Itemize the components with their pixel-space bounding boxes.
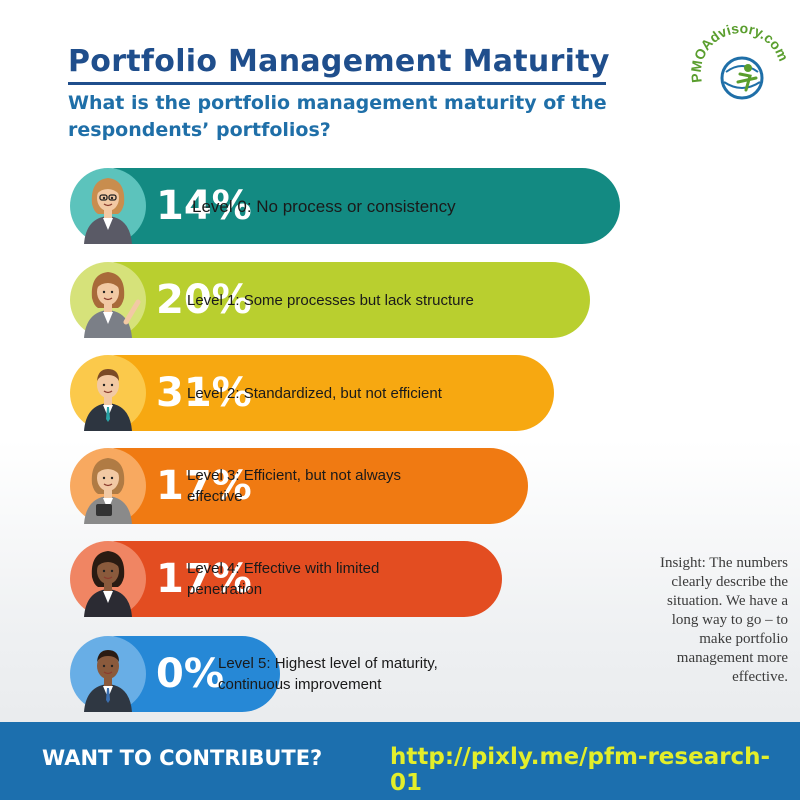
percentage-value: 14% <box>156 183 252 229</box>
maturity-level-row: 14% Level 0: No process or consistency <box>70 168 620 244</box>
percentage-value: 17% <box>156 463 252 509</box>
maturity-bar <box>80 541 502 617</box>
page-title: Portfolio Management Maturity <box>68 44 610 79</box>
title-underline <box>68 82 606 85</box>
woman-with-glasses-avatar <box>84 178 132 244</box>
contribute-heading: WANT TO CONTRIBUTE? <box>42 746 323 770</box>
maturity-level-label: Level 0: No process or consistency <box>192 196 456 216</box>
maturity-level-label: Level 4: Effective with limited penetrat… <box>187 560 380 598</box>
research-link[interactable]: http://pixly.me/pfm-research-01 <box>390 744 771 796</box>
footer-banner: WANT TO CONTRIBUTE? http://pixly.me/pfm-… <box>0 722 800 800</box>
maturity-level-label: Level 3: Efficient, but not always effec… <box>187 467 402 505</box>
maturity-level-row: 0% Level 5: Highest level of maturity, co… <box>70 636 438 712</box>
insight-text: Insight: The numbers clearly describe th… <box>659 555 788 685</box>
maturity-bar <box>80 355 554 431</box>
maturity-level-row: 20% Level 1: Some processes but lack stru… <box>70 262 590 338</box>
percentage-value: 20% <box>156 277 252 323</box>
page-subtitle: What is the portfolio management maturit… <box>68 92 607 141</box>
man-in-suit-avatar <box>84 369 132 431</box>
man-in-dark-suit-avatar <box>84 650 132 712</box>
maturity-bar <box>80 168 620 244</box>
maturity-level-label: Level 5: Highest level of maturity, cont… <box>218 655 438 693</box>
maturity-level-row: 17% Level 4: Effective with limited penet… <box>70 541 502 617</box>
maturity-level-label: Level 1: Some processes but lack structu… <box>187 291 474 309</box>
percentage-value: 0% <box>156 651 224 697</box>
maturity-level-row: 17% Level 3: Efficient, but not always ef… <box>70 448 528 524</box>
pmoadvisory-logo[interactable]: PMOAdvisory.com <box>690 20 790 120</box>
percentage-value: 31% <box>156 370 252 416</box>
maturity-bar <box>80 448 528 524</box>
maturity-level-label: Level 2: Standardized, but not efficient <box>187 384 442 402</box>
woman-pointing-avatar <box>84 272 141 338</box>
percentage-value: 17% <box>156 556 252 602</box>
maturity-bar <box>80 262 590 338</box>
businesswoman-arms-crossed-avatar <box>84 551 132 617</box>
maturity-level-row: 31% Level 2: Standardized, but not effici… <box>70 355 554 431</box>
woman-with-tablet-avatar <box>84 458 132 524</box>
